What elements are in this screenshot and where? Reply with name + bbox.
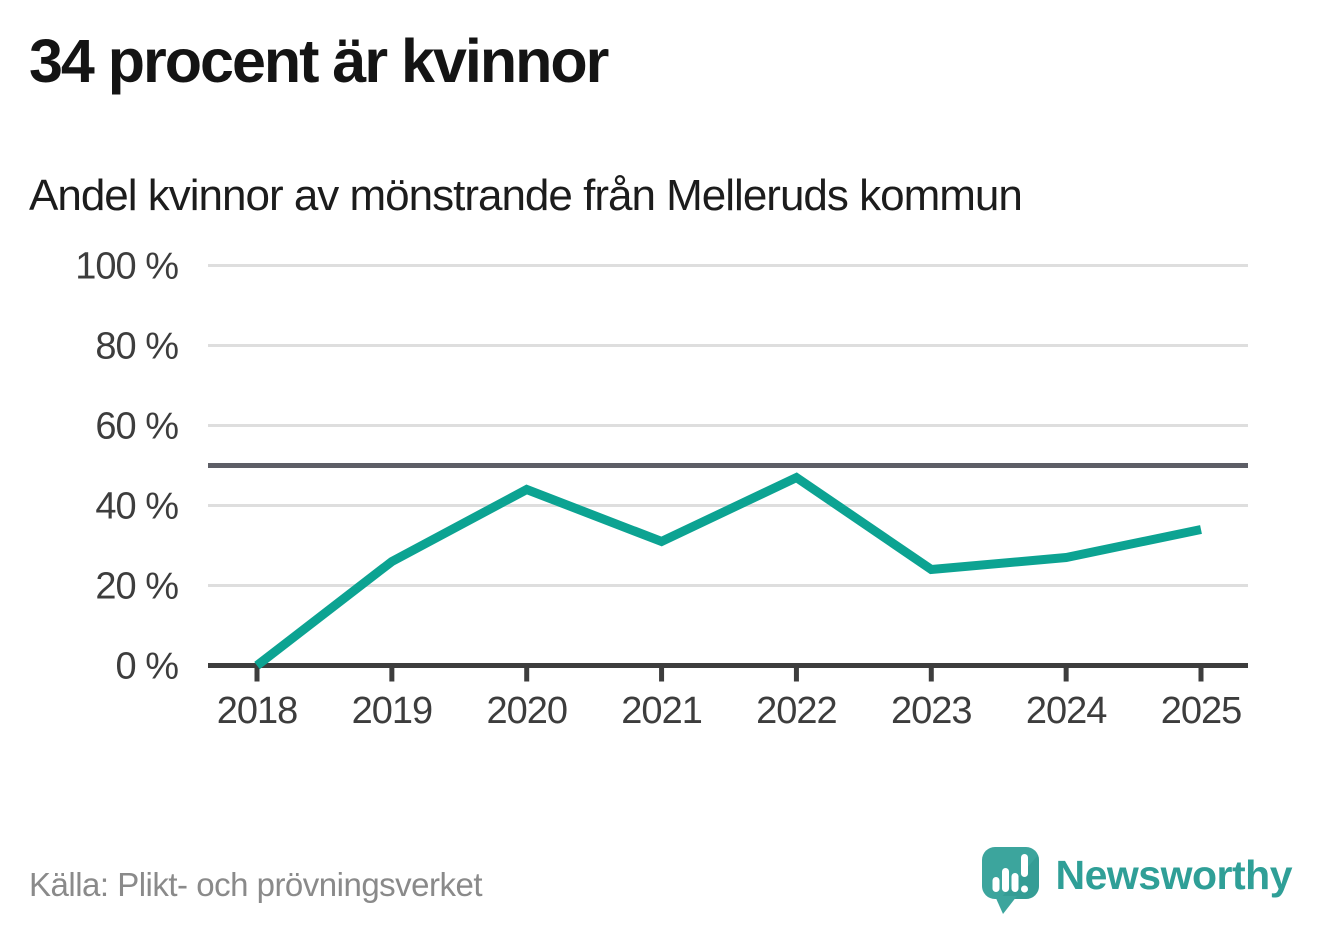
bubble-shade [999,854,1039,899]
data-series-line [254,472,1202,670]
x-tick-label: 2023 [891,690,972,732]
y-tick-label: 100 % [75,246,178,288]
source-note: Källa: Plikt- och prövningsverket [29,866,483,903]
x-tick-label: 2024 [1026,690,1107,732]
newsworthy-logo-icon [981,847,1039,914]
chart-subtitle: Andel kvinnor av mönstrande från Melleru… [29,171,1023,220]
newsworthy-logo: Newsworthy [981,846,1293,916]
x-tick-label: 2021 [621,690,702,732]
x-tick-label: 2025 [1161,690,1242,732]
x-tick-label: 2018 [217,690,298,732]
y-tick-label: 20 % [95,566,178,608]
x-tick-label: 2019 [352,690,433,732]
x-tick-label: 2020 [486,690,567,732]
exclamation-glyph [1020,854,1028,893]
x-tick-label: 2022 [756,690,837,732]
y-tick-label: 0 % [116,646,179,688]
y-tick-label: 40 % [95,486,178,528]
newsworthy-wordmark: Newsworthy [1055,852,1293,898]
page-title: 34 procent är kvinnor [29,27,609,95]
bar-chart-glyph [992,868,1018,892]
y-tick-label: 60 % [95,406,178,448]
bubble-tail [994,896,1017,914]
y-tick-label: 80 % [95,326,178,368]
